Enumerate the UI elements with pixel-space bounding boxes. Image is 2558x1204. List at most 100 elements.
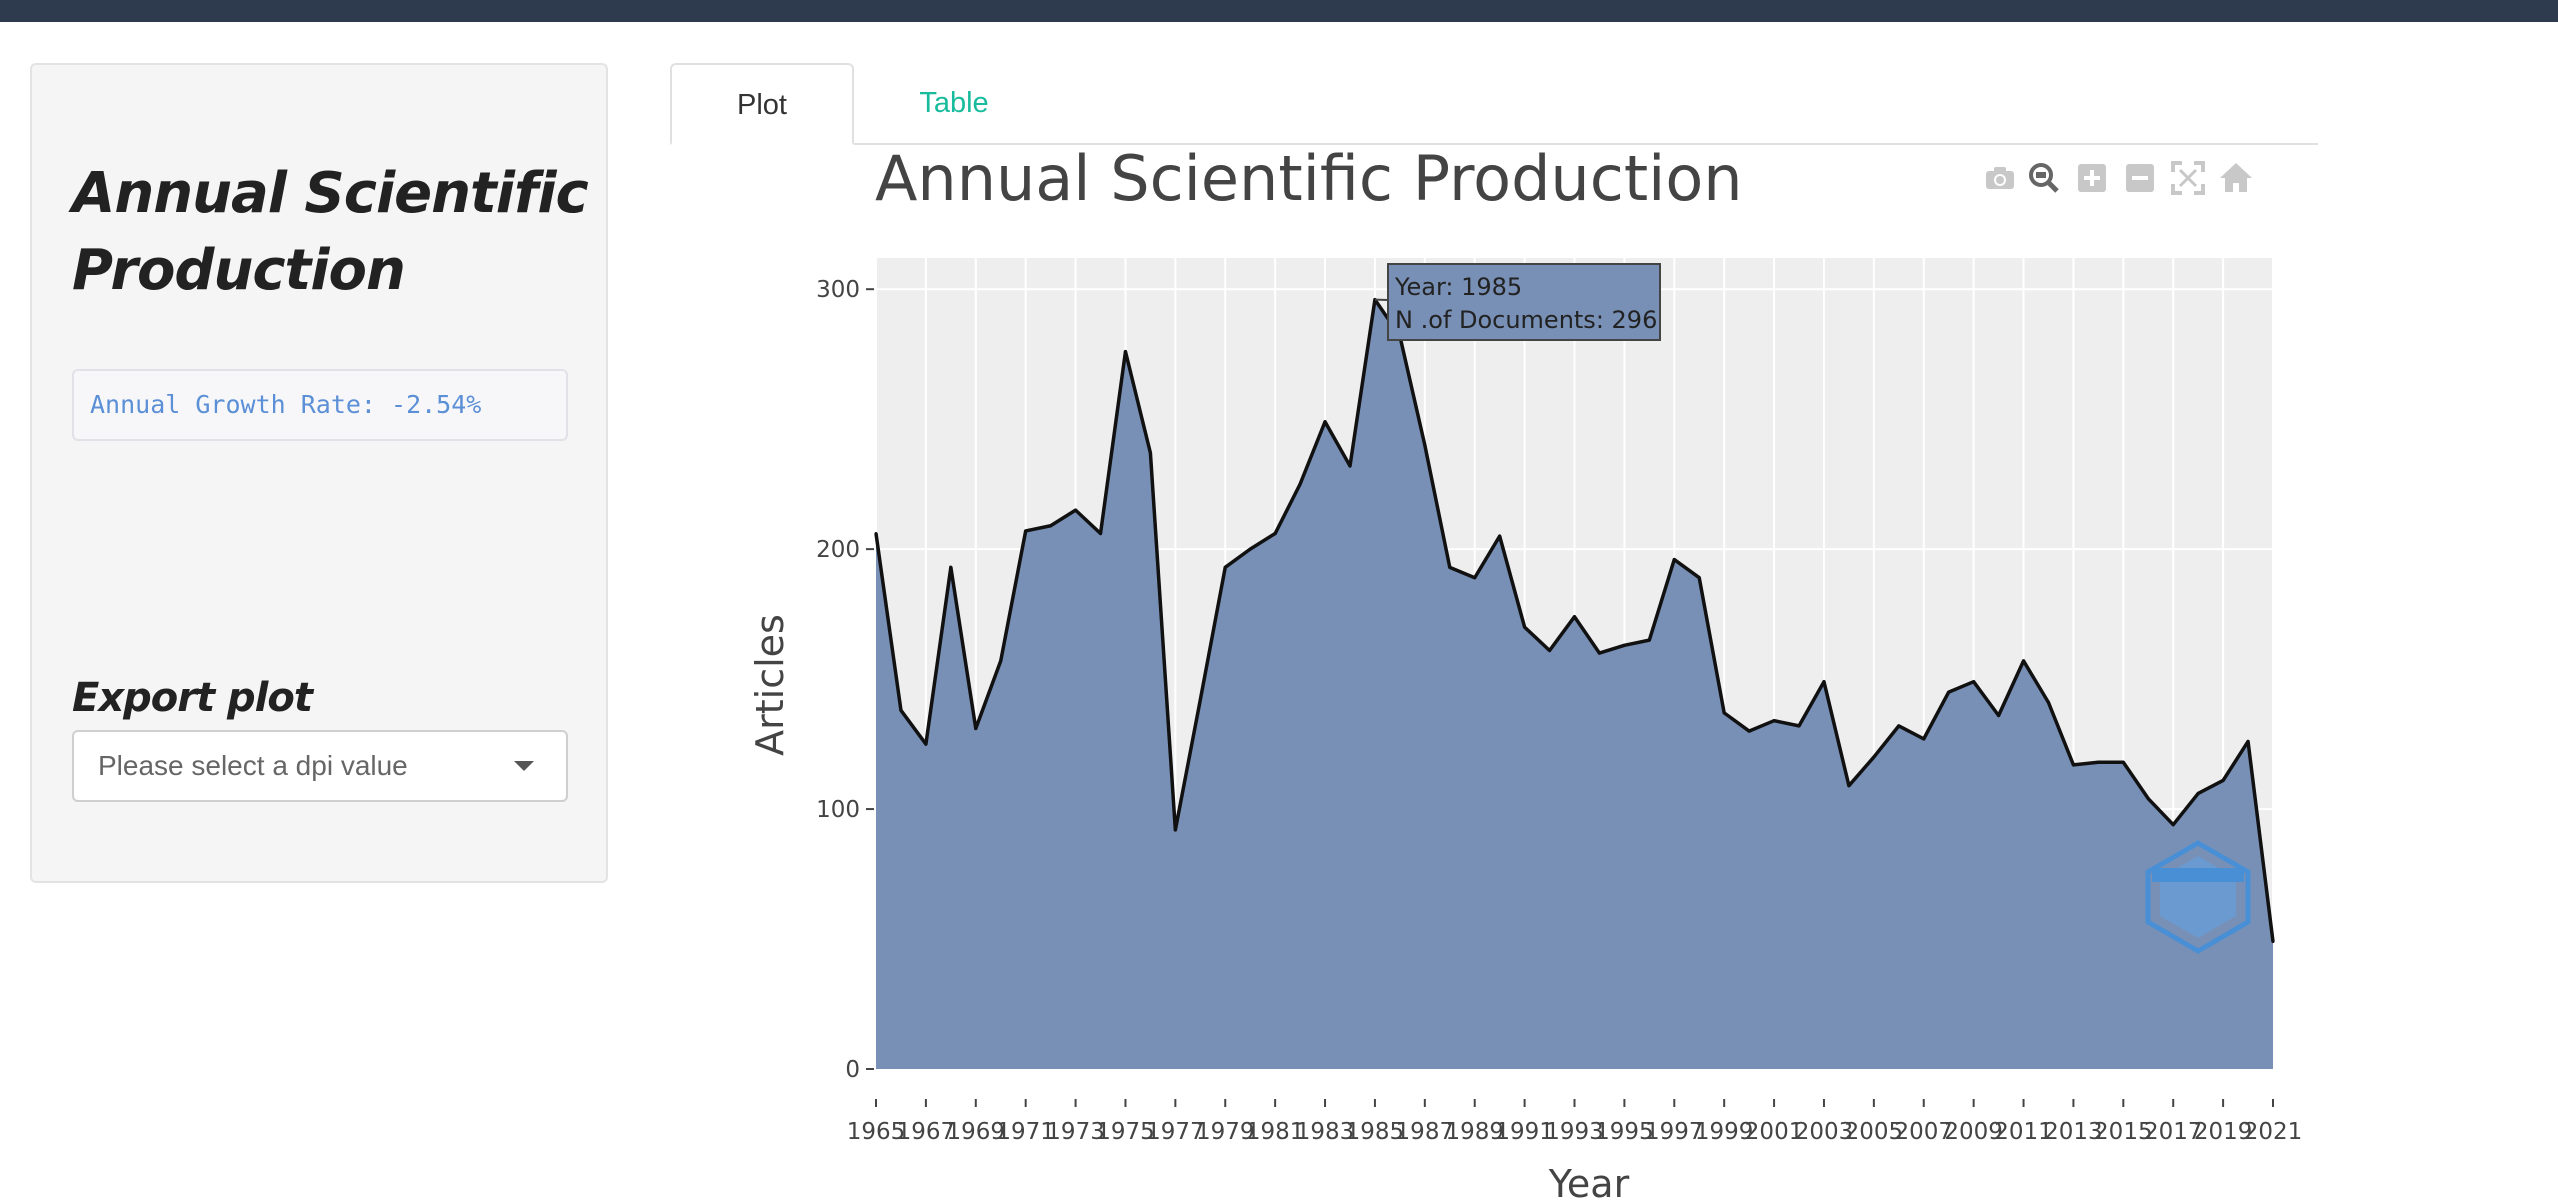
- data-point[interactable]: [1797, 724, 1801, 728]
- data-point[interactable]: [2096, 760, 2100, 764]
- x-tick-label: 2005: [1845, 1119, 1904, 1145]
- data-point[interactable]: [1872, 755, 1876, 759]
- y-tick-label: 100: [816, 797, 860, 823]
- x-tick-label: 2003: [1795, 1119, 1854, 1145]
- data-point[interactable]: [2221, 778, 2225, 782]
- data-point[interactable]: [2022, 659, 2026, 663]
- data-point[interactable]: [1972, 680, 1976, 684]
- x-tick-label: 1969: [947, 1119, 1006, 1145]
- data-point[interactable]: [899, 708, 903, 712]
- dpi-select[interactable]: Please select a dpi value: [72, 730, 568, 802]
- x-axis: 1965196719691971197319751977197919811983…: [847, 1099, 2303, 1145]
- data-point[interactable]: [1922, 737, 1926, 741]
- data-point[interactable]: [1298, 482, 1302, 486]
- x-tick-label: 1991: [1495, 1119, 1554, 1145]
- camera-icon[interactable]: [1980, 158, 2020, 198]
- data-point[interactable]: [999, 659, 1003, 663]
- data-point[interactable]: [874, 532, 878, 536]
- data-point[interactable]: [949, 565, 953, 569]
- data-point[interactable]: [1273, 532, 1277, 536]
- data-point[interactable]: [1498, 534, 1502, 538]
- x-axis-label: Year: [1548, 1162, 1630, 1204]
- data-point[interactable]: [2121, 760, 2125, 764]
- y-axis: 0 100 200 300: [816, 277, 874, 1083]
- x-tick-label: 1985: [1346, 1119, 1405, 1145]
- data-point[interactable]: [1024, 529, 1028, 533]
- data-point[interactable]: [1099, 532, 1103, 536]
- home-icon[interactable]: [2216, 158, 2256, 198]
- x-tick-label: 2009: [1944, 1119, 2003, 1145]
- data-point[interactable]: [2071, 763, 2075, 767]
- x-tick-label: 1987: [1396, 1119, 1455, 1145]
- data-point[interactable]: [924, 742, 928, 746]
- x-tick-label: 1993: [1545, 1119, 1604, 1145]
- data-point[interactable]: [1622, 643, 1626, 647]
- x-tick-label: 2015: [2094, 1119, 2153, 1145]
- data-point[interactable]: [1198, 698, 1202, 702]
- data-point[interactable]: [1448, 565, 1452, 569]
- x-tick-label: 1977: [1146, 1119, 1205, 1145]
- data-point[interactable]: [1897, 724, 1901, 728]
- autoscale-icon[interactable]: [2168, 158, 2208, 198]
- data-point[interactable]: [1473, 576, 1477, 580]
- data-point[interactable]: [1647, 638, 1651, 642]
- area-fill: [876, 299, 2273, 1070]
- chevron-down-icon: [514, 761, 534, 771]
- y-tick-label: 300: [816, 277, 860, 303]
- tab-bar: Plot Table: [670, 63, 2318, 145]
- data-point[interactable]: [1722, 711, 1726, 715]
- data-point[interactable]: [1148, 451, 1152, 455]
- x-tick-label: 2021: [2244, 1119, 2303, 1145]
- data-point[interactable]: [1173, 828, 1177, 832]
- data-point[interactable]: [1423, 443, 1427, 447]
- x-tick-label: 1967: [897, 1119, 956, 1145]
- data-point[interactable]: [2171, 823, 2175, 827]
- y-tick-label: 200: [816, 537, 860, 563]
- x-tick-label: 2017: [2144, 1119, 2203, 1145]
- data-point[interactable]: [1822, 680, 1826, 684]
- data-point[interactable]: [2046, 700, 2050, 704]
- zoom-in-icon[interactable]: [2072, 158, 2112, 198]
- sidebar-title: Annual Scientific Production: [72, 161, 589, 303]
- data-point[interactable]: [1847, 784, 1851, 788]
- x-tick-label: 1997: [1645, 1119, 1704, 1145]
- x-tick-label: 1975: [1096, 1119, 1155, 1145]
- dpi-select-placeholder: Please select a dpi value: [98, 750, 408, 781]
- data-point[interactable]: [1947, 690, 1951, 694]
- tab-plot[interactable]: Plot: [670, 63, 854, 145]
- x-tick-label: 1995: [1595, 1119, 1654, 1145]
- data-point[interactable]: [2271, 940, 2275, 944]
- data-point[interactable]: [1997, 713, 2001, 717]
- tab-table[interactable]: Table: [919, 87, 989, 119]
- data-point[interactable]: [1548, 649, 1552, 653]
- data-point[interactable]: [1348, 464, 1352, 468]
- data-point[interactable]: [1697, 576, 1701, 580]
- data-point[interactable]: [1123, 350, 1127, 354]
- data-point[interactable]: [1074, 508, 1078, 512]
- data-point[interactable]: [2196, 791, 2200, 795]
- y-tick-label: 0: [845, 1057, 860, 1083]
- data-point[interactable]: [1248, 547, 1252, 551]
- data-point[interactable]: [1672, 558, 1676, 562]
- data-point[interactable]: [1747, 729, 1751, 733]
- data-point[interactable]: [1573, 615, 1576, 619]
- data-point[interactable]: [1523, 625, 1527, 629]
- data-point[interactable]: [2146, 797, 2150, 801]
- tooltip-year: Year: 1985: [1394, 273, 1522, 301]
- data-point[interactable]: [1772, 719, 1776, 723]
- data-point[interactable]: [1223, 565, 1227, 569]
- zoom-icon[interactable]: [2024, 158, 2064, 198]
- zoom-out-icon[interactable]: [2120, 158, 2160, 198]
- data-point[interactable]: [1597, 651, 1601, 655]
- data-point[interactable]: [974, 726, 978, 730]
- data-point[interactable]: [1049, 524, 1053, 528]
- hover-tooltip: Year: 1985 N .of Documents: 296: [1374, 263, 1661, 341]
- data-point[interactable]: [2246, 739, 2250, 743]
- x-tick-label: 2007: [1894, 1119, 1953, 1145]
- watermark-logo-icon: [2145, 840, 2251, 954]
- x-tick-label: 1981: [1246, 1119, 1305, 1145]
- x-tick-label: 2011: [1994, 1119, 2053, 1145]
- x-tick-label: 1989: [1445, 1119, 1504, 1145]
- data-point[interactable]: [1323, 420, 1327, 424]
